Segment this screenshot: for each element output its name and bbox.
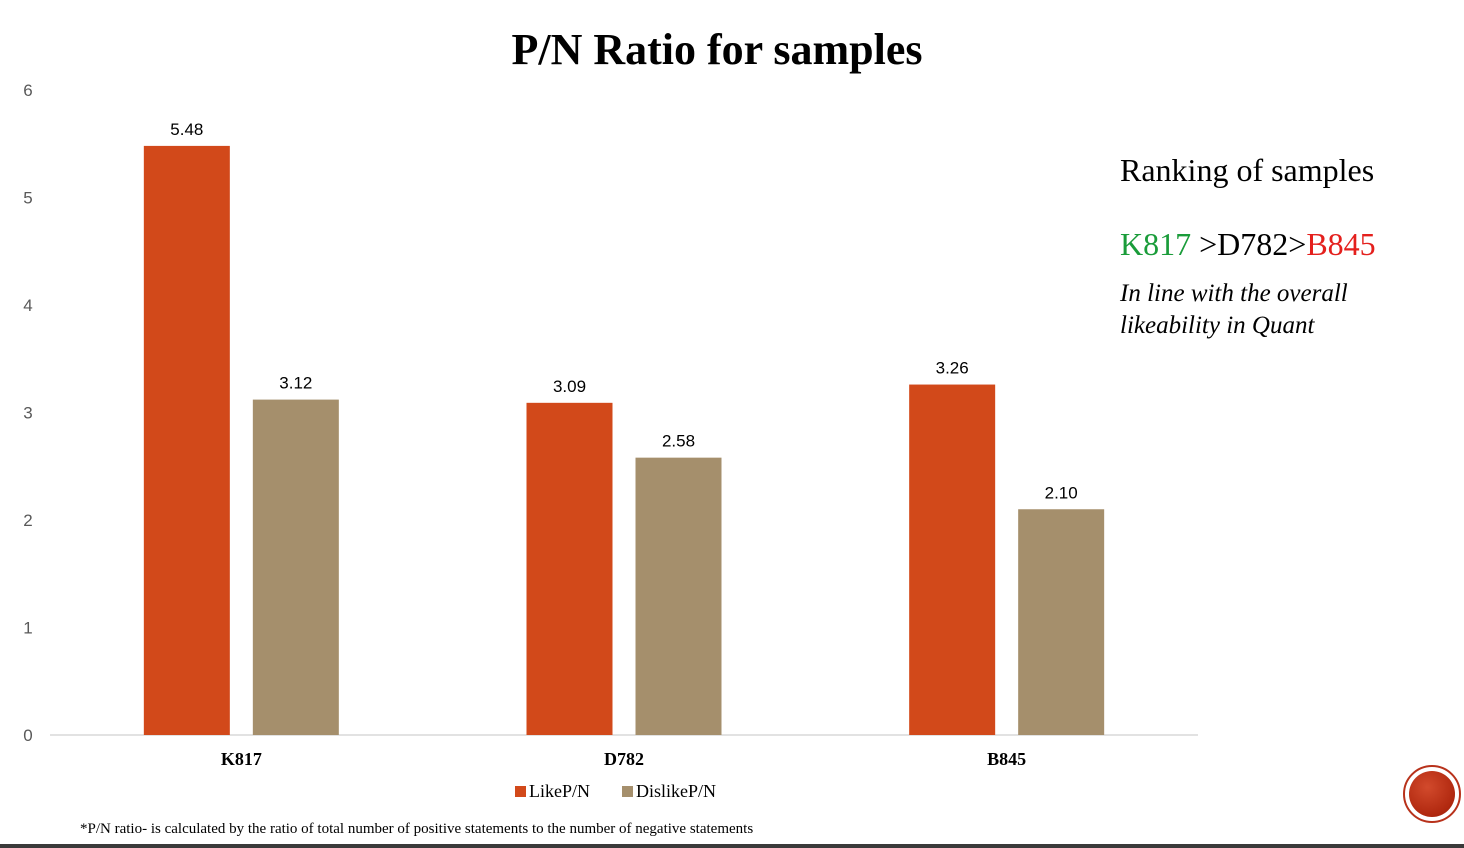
footnote: *P/N ratio- is calculated by the ratio o…: [80, 821, 754, 837]
bar-likep-n-d782: [526, 402, 613, 735]
bar-dislikep-n-d782: [635, 457, 722, 735]
bar-likep-n-b845: [909, 384, 996, 735]
data-label: 2.58: [662, 432, 695, 451]
note-line: In line with the overall: [1120, 280, 1348, 307]
y-axis-ticks: 0 1 2 3 4 5 6: [23, 81, 32, 745]
y-tick-label: 0: [23, 726, 32, 745]
legend: LikeP/N DislikeP/N: [515, 781, 716, 801]
rank-separator: >: [1191, 226, 1218, 262]
bars-group: 5.48 3.12 3.09 2.58 3.26 2.10: [143, 120, 1105, 735]
rank-second: D782: [1217, 226, 1289, 262]
legend-swatch: [622, 786, 633, 797]
bar-dislikep-n-k817: [252, 399, 339, 735]
ranking-panel: Ranking of samples K817 >D782>B845 In li…: [1120, 150, 1450, 342]
legend-label: LikeP/N: [529, 781, 590, 801]
legend-label: DislikeP/N: [636, 781, 716, 801]
data-label: 2.10: [1045, 483, 1078, 502]
y-tick-label: 2: [23, 511, 32, 530]
ranking-order: K817 >D782>B845: [1120, 224, 1450, 264]
y-tick-label: 1: [23, 619, 32, 638]
data-label: 3.09: [553, 377, 586, 396]
bottom-rule: [0, 844, 1464, 848]
bar-chart: 0 1 2 3 4 5 6 5.48 3.12 3.09 2.58 3.26 2.10 K817 D78…: [23, 81, 1198, 801]
y-tick-label: 4: [23, 296, 32, 315]
x-tick-label: K817: [221, 749, 262, 769]
x-tick-label: D782: [604, 749, 644, 769]
rank-first: K817: [1120, 226, 1192, 262]
ranking-note: In line with the overall likeability in …: [1120, 278, 1450, 342]
data-label: 3.12: [279, 374, 312, 393]
chart-title: P/N Ratio for samples: [511, 25, 923, 74]
bar-dislikep-n-b845: [1018, 509, 1105, 735]
circle-icon: [1409, 771, 1455, 817]
note-line: likeability in Quant: [1120, 312, 1315, 339]
legend-swatch: [515, 786, 526, 797]
bar-likep-n-k817: [143, 145, 230, 735]
rank-third: B845: [1306, 226, 1376, 262]
slide-nav-button[interactable]: [1403, 765, 1461, 823]
x-axis-labels: K817 D782 B845: [221, 749, 1026, 769]
data-label: 3.26: [936, 359, 969, 378]
ranking-heading: Ranking of samples: [1120, 152, 1375, 188]
y-tick-label: 6: [23, 81, 32, 100]
x-tick-label: B845: [987, 749, 1026, 769]
y-tick-label: 5: [23, 189, 32, 208]
y-tick-label: 3: [23, 404, 32, 423]
data-label: 5.48: [170, 120, 203, 139]
rank-separator: >: [1288, 226, 1307, 262]
